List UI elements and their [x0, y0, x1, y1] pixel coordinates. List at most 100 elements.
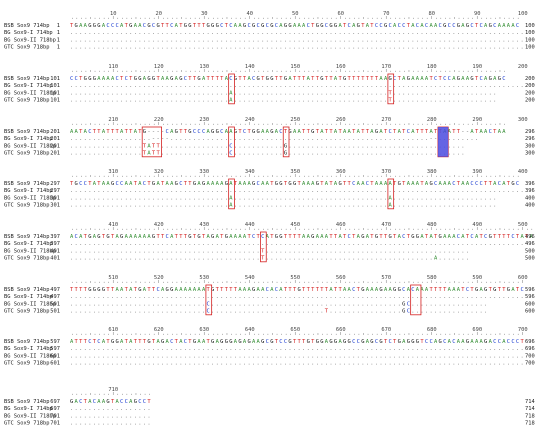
sequence-residues: ........................................…	[70, 188, 524, 194]
variant-box	[228, 73, 235, 105]
sequence-end: 714	[525, 399, 535, 405]
sequence-residues: ........................................…	[70, 241, 524, 247]
alignment-block: 410 420 430 440 450 460 470 480 490 500 BSB Sox9 7…	[4, 222, 535, 263]
sequence-name: GTC Sox9 718bp	[4, 421, 49, 427]
ruler-number: 240	[245, 117, 255, 123]
ruler-number: 490	[472, 222, 482, 228]
ruler-number: 270	[381, 117, 391, 123]
sequence-residues: ACATGAGTGTAGAAAAAAGTTCATTTGTGTAGATGAAAAT…	[70, 234, 534, 240]
sequence-start: 701	[50, 421, 60, 427]
sequence-name: BG Sox9-II 718bp	[4, 353, 56, 359]
sequence-residues: ...................................A....…	[70, 98, 496, 104]
ruler-number: 330	[199, 169, 209, 175]
ruler-number: 220	[154, 117, 164, 123]
sequence-residues: ...................................A....…	[70, 195, 496, 201]
ruler-number: 250	[290, 117, 300, 123]
alignment-block: 10 20 30 40 50 60 70 80 90 100 BSB Sox9 714bp 1 TGAA…	[4, 11, 535, 51]
sequence-residues: ..............................C.........…	[70, 309, 487, 315]
sequence-name: BSB Sox9 714bp	[4, 181, 49, 187]
variant-box	[141, 126, 162, 158]
sequence-start: 397	[50, 234, 60, 240]
ruler-number: 450	[290, 222, 300, 228]
ruler-number: 70	[383, 11, 390, 17]
sequence-end: 400	[525, 195, 535, 201]
ruler-number: 690	[472, 327, 482, 333]
ruler-number: 480	[427, 222, 437, 228]
ruler-number: 200	[518, 64, 528, 70]
sequence-start: 101	[50, 90, 60, 96]
ruler-number: 580	[427, 275, 437, 281]
sequence-name: BG Sox9-II 718bp	[4, 90, 56, 96]
sequence-start: 1	[57, 30, 60, 36]
sequence-start: 701	[50, 413, 60, 419]
ruler-number: 60	[337, 11, 344, 17]
sequence-residues: ..............................C.........…	[70, 301, 487, 307]
sequence-end: 696	[525, 346, 535, 352]
sequence-name: GTC Sox9 718bp	[4, 98, 49, 104]
variant-box	[205, 284, 213, 316]
ruler-number: 160	[336, 64, 346, 70]
ruler-number: 180	[427, 64, 437, 70]
sequence-name: BG Sox9-I 714bp	[4, 346, 53, 352]
ruler-number: 530	[199, 275, 209, 281]
sequence-end: 100	[525, 23, 535, 29]
variant-box	[387, 178, 395, 210]
ruler-number: 80	[428, 11, 435, 17]
alignment-block: 610 620 630 640 650 660 670 680 690 700 BSB Sox9 7…	[4, 327, 535, 367]
sequence-end: 100	[525, 30, 535, 36]
ruler-number: 620	[154, 327, 164, 333]
ruler-number: 40	[246, 11, 253, 17]
ruler-number: 350	[290, 169, 300, 175]
ruler-number: 400	[518, 169, 528, 175]
ruler-number: 210	[108, 117, 118, 123]
sequence-name: BG Sox9-II 718bp	[4, 37, 56, 43]
sequence-end: 700	[525, 353, 535, 359]
sequence-end: 296	[525, 136, 535, 142]
ruler-number: 230	[199, 117, 209, 123]
ruler-number: 460	[336, 222, 346, 228]
sequence-residues: AATACTTATTTATTATG----CAGTTGCCCAGGCAAGTCT…	[70, 129, 506, 135]
ruler-number: 100	[518, 11, 528, 17]
sequence-end: 496	[525, 241, 535, 247]
ruler-number: 360	[336, 169, 346, 175]
alignment-block: 110 120 130 140 150 160 170 180 190 200 BSB Sox9 7…	[4, 64, 535, 105]
variant-box	[260, 231, 267, 263]
sequence-start: 597	[50, 346, 60, 352]
sequence-end: 396	[525, 181, 535, 187]
sequence-residues: ........................................…	[70, 361, 524, 367]
ruler-number: 440	[245, 222, 255, 228]
ruler-number: 610	[108, 327, 118, 333]
ruler-number: 420	[154, 222, 164, 228]
sequence-start: 501	[50, 301, 60, 307]
ruler-number: 570	[381, 275, 391, 281]
alignment-block: 510 520 530 540 550 560 570 580 590 600 BSB Sox9 7…	[4, 275, 535, 316]
sequence-name: BSB Sox9 714bp	[4, 287, 49, 293]
ruler-number: 640	[245, 327, 255, 333]
sequence-start: 301	[50, 203, 60, 209]
variant-box	[228, 178, 235, 210]
ruler-number: 600	[518, 275, 528, 281]
ruler-number: 140	[245, 64, 255, 70]
sequence-residues: ........................................…	[70, 83, 524, 89]
sequence-start: 401	[50, 256, 60, 262]
sequence-name: BSB Sox9 714bp	[4, 76, 49, 82]
ruler-number: 590	[472, 275, 482, 281]
ruler-number: 670	[381, 327, 391, 333]
sequence-start: 101	[50, 76, 60, 82]
sequence-start: 397	[50, 241, 60, 247]
sequence-name: BG Sox9-II 718bp	[4, 195, 56, 201]
sequence-start: 297	[50, 188, 60, 194]
ruler-number: 520	[154, 275, 164, 281]
ruler-number: 700	[518, 327, 528, 333]
sequence-name: BG Sox9-II 718bp	[4, 143, 56, 149]
sequence-name: BG Sox9-II 718bp	[4, 248, 56, 254]
ruler-number: 430	[199, 222, 209, 228]
sequence-end: 596	[525, 287, 535, 293]
ruler-number: 320	[154, 169, 164, 175]
sequence-end: 200	[525, 76, 535, 82]
sequence-start: 201	[50, 136, 60, 142]
ruler-number: 20	[155, 11, 162, 17]
ruler-number: 510	[108, 275, 118, 281]
sequence-start: 497	[50, 294, 60, 300]
